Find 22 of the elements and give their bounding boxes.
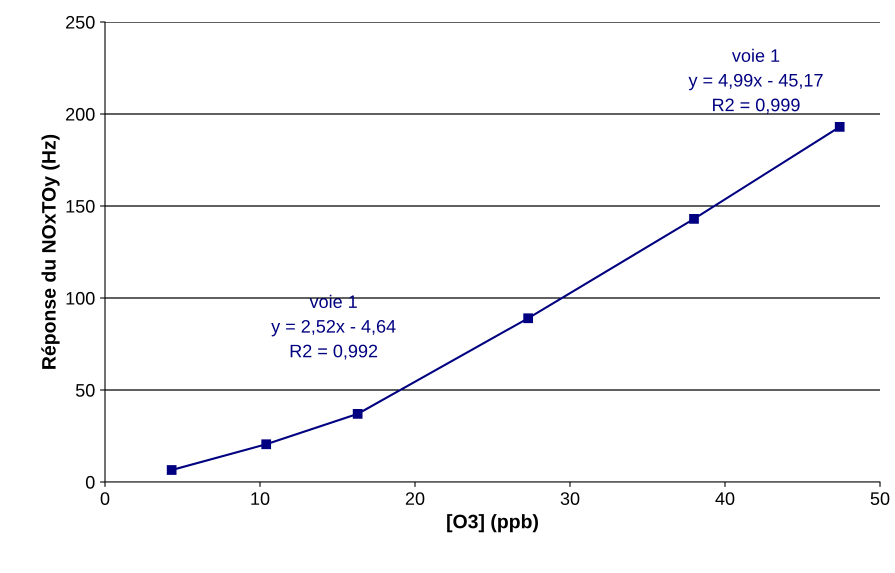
point: [834, 122, 845, 132]
annotation: voie 1 y = 2,52x - 4,64 R2 = 0,992: [271, 294, 396, 360]
y-tick-label: 0: [86, 476, 95, 489]
x-tick-label: 40: [715, 492, 734, 505]
x-tick-label: 20: [406, 492, 424, 505]
x-tick-label: 50: [870, 492, 890, 505]
point: [352, 409, 363, 419]
y-tick-label: 50: [76, 384, 95, 397]
y-tick-label: 150: [66, 200, 95, 213]
x-tick-label: 0: [100, 492, 110, 505]
point: [261, 439, 272, 450]
annotation: voie 1 y = 4,99x - 45,17 R2 = 0,999: [688, 48, 823, 114]
point: [689, 214, 699, 224]
y-tick-label: 200: [66, 108, 95, 121]
point: [523, 313, 534, 324]
x-tick-label: 10: [251, 492, 270, 505]
y-tick-label: 100: [66, 292, 95, 305]
y-axis-title: Réponse du NOxTOy (Hz): [41, 134, 60, 369]
x-axis-title: [O3] (ppb): [447, 514, 538, 532]
point: [166, 465, 177, 475]
y-tick-label: 250: [66, 16, 95, 29]
x-tick-label: 30: [560, 492, 580, 505]
